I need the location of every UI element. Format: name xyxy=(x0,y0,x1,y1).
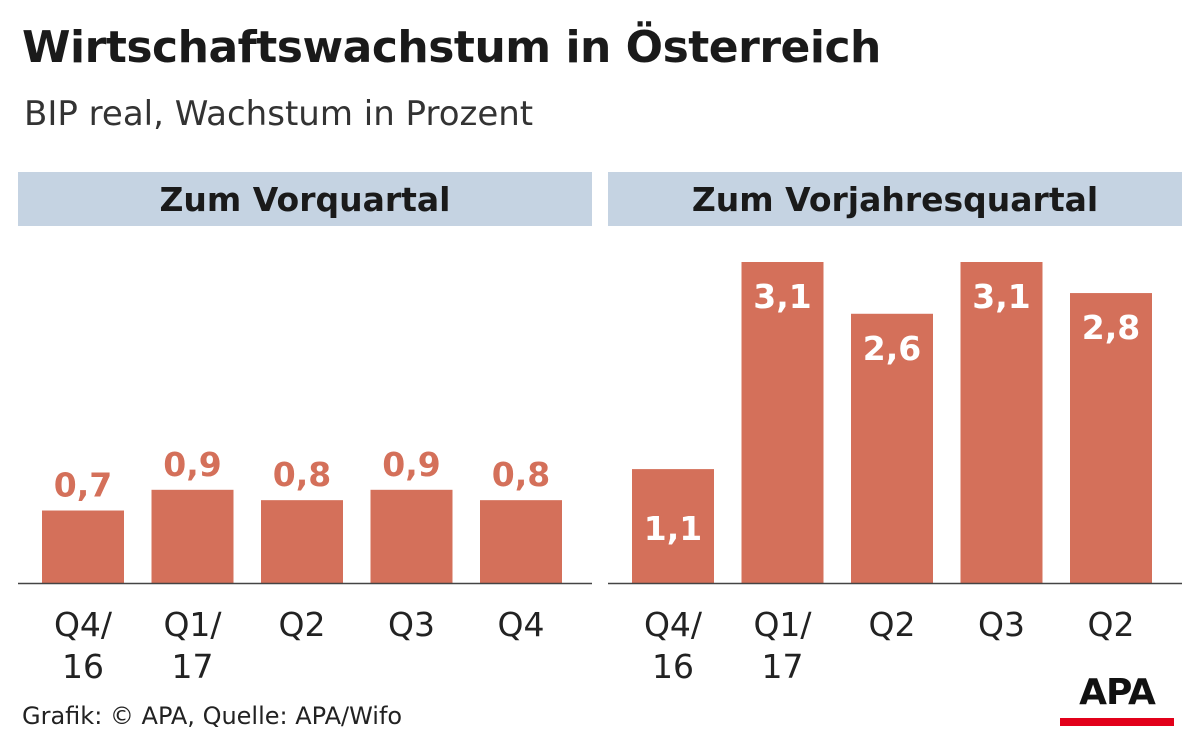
bar xyxy=(261,500,343,583)
bar xyxy=(851,313,933,583)
chart-subtitle: BIP real, Wachstum in Prozent xyxy=(24,94,534,134)
bar xyxy=(42,510,124,583)
value-label: 2,8 xyxy=(1082,308,1140,347)
x-tick-label: Q3 xyxy=(978,605,1025,644)
chart-panel-1: 1,1 Q4/16 3,1 Q1/17 2,6 Q2 3,1 Q3 2,8 Q2 xyxy=(608,262,1182,686)
x-tick-label: Q2 xyxy=(1088,605,1135,644)
value-label: 2,6 xyxy=(863,329,921,368)
value-label: 0,9 xyxy=(382,445,440,484)
x-tick-label: Q1/ xyxy=(753,605,812,644)
bar xyxy=(1070,293,1152,583)
value-label: 3,1 xyxy=(753,277,811,316)
x-tick-label: 17 xyxy=(172,647,214,686)
x-tick-label: Q3 xyxy=(388,605,435,644)
value-label: 0,8 xyxy=(273,455,331,494)
x-tick-label: Q2 xyxy=(869,605,916,644)
value-label: 0,8 xyxy=(492,455,550,494)
x-tick-label: Q4 xyxy=(498,605,545,644)
value-label: 3,1 xyxy=(972,277,1030,316)
apa-logo-bar xyxy=(1060,718,1174,726)
panel-header-vorjahresquartal: Zum Vorjahresquartal xyxy=(608,172,1182,226)
x-tick-label: Q4/ xyxy=(644,605,703,644)
value-label: 1,1 xyxy=(644,509,702,548)
x-tick-label: Q4/ xyxy=(54,605,113,644)
panel-header-vorquartal: Zum Vorquartal xyxy=(18,172,592,226)
bar xyxy=(151,489,234,583)
bar xyxy=(960,262,1043,583)
x-tick-label: Q1/ xyxy=(163,605,222,644)
x-tick-label: 16 xyxy=(652,647,694,686)
x-tick-label: Q2 xyxy=(279,605,326,644)
bar xyxy=(632,469,714,583)
source-footer: Grafik: © APA, Quelle: APA/Wifo xyxy=(22,702,403,730)
bar xyxy=(370,489,453,583)
value-label: 0,9 xyxy=(163,445,221,484)
x-tick-label: 17 xyxy=(762,647,804,686)
apa-logo-text: APA xyxy=(1079,672,1156,713)
chart-panel-0: 0,7 Q4/16 0,9 Q1/17 0,8 Q2 0,9 Q3 0,8 Q4 xyxy=(18,445,592,686)
chart-title: Wirtschaftswachstum in Österreich xyxy=(22,22,881,73)
apa-logo: APA xyxy=(1060,672,1174,726)
bar xyxy=(480,500,562,583)
x-tick-label: 16 xyxy=(62,647,104,686)
value-label: 0,7 xyxy=(54,466,112,505)
bar xyxy=(741,262,824,583)
